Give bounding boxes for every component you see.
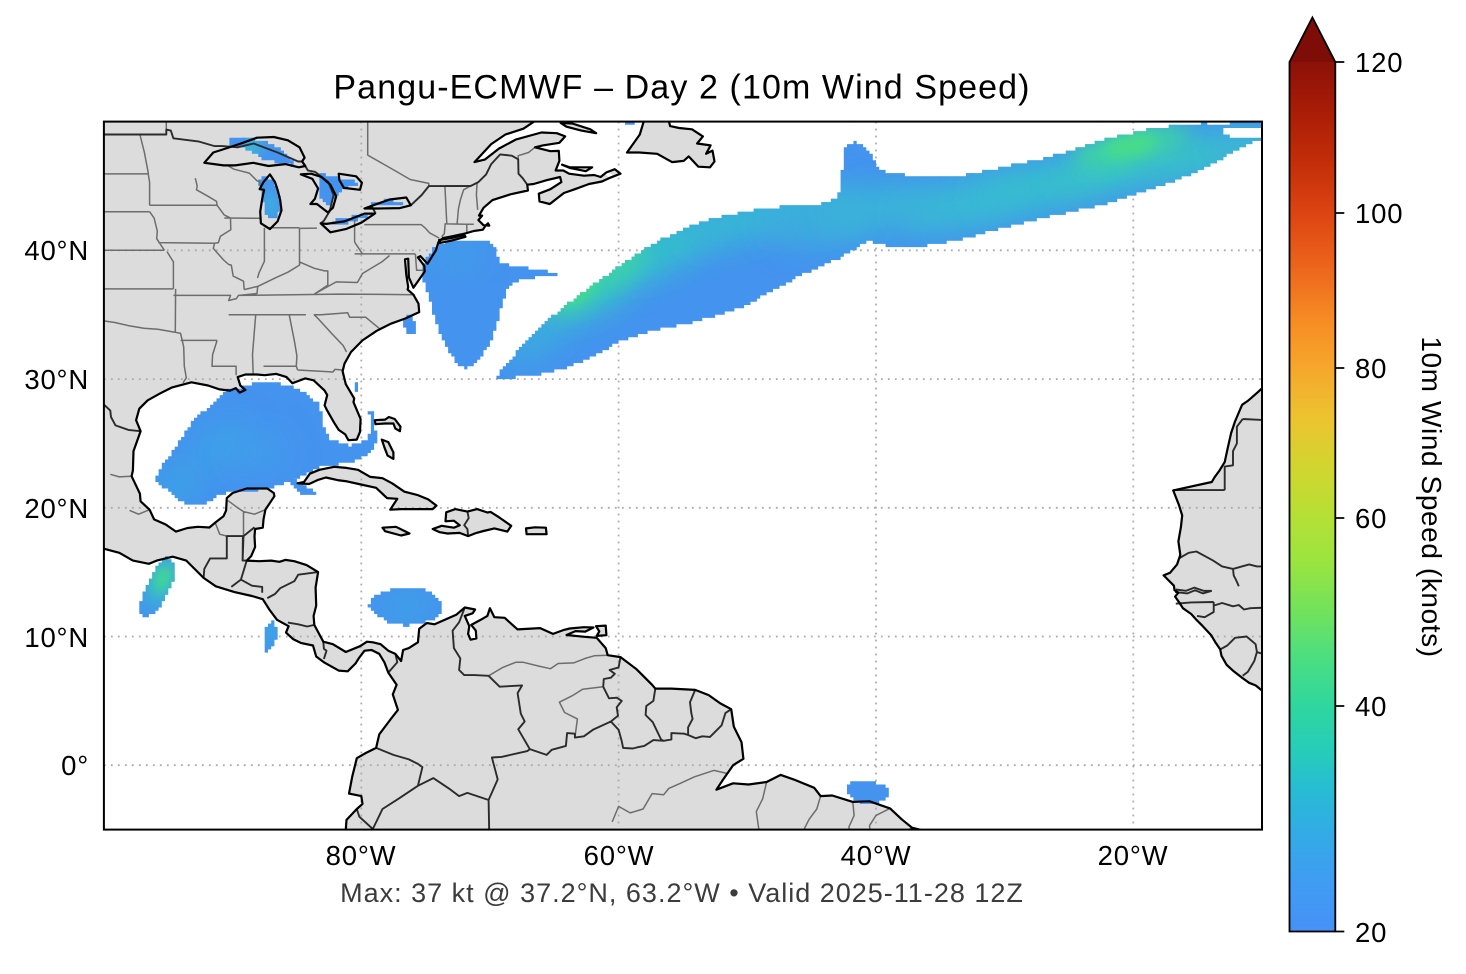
svg-text:20°W: 20°W bbox=[1098, 840, 1169, 871]
svg-text:60°W: 60°W bbox=[584, 840, 655, 871]
svg-text:20°N: 20°N bbox=[24, 493, 89, 524]
svg-text:100: 100 bbox=[1355, 198, 1403, 229]
svg-text:10°N: 10°N bbox=[24, 622, 89, 653]
svg-text:80°W: 80°W bbox=[326, 840, 397, 871]
svg-text:80: 80 bbox=[1355, 353, 1387, 384]
svg-text:Max: 37 kt @ 37.2°N, 63.2°W •: Max: 37 kt @ 37.2°N, 63.2°W • Valid 2025… bbox=[340, 878, 1024, 908]
svg-text:10m Wind Speed (knots): 10m Wind Speed (knots) bbox=[1416, 336, 1447, 657]
svg-text:120: 120 bbox=[1355, 47, 1403, 78]
svg-text:40: 40 bbox=[1355, 691, 1387, 722]
svg-text:Pangu-ECMWF – Day 2 (10m Wind: Pangu-ECMWF – Day 2 (10m Wind Speed) bbox=[333, 69, 1030, 107]
svg-text:30°N: 30°N bbox=[24, 364, 89, 395]
svg-text:20: 20 bbox=[1355, 917, 1387, 948]
svg-text:60: 60 bbox=[1355, 503, 1387, 534]
svg-text:40°W: 40°W bbox=[841, 840, 912, 871]
svg-text:0°: 0° bbox=[61, 750, 89, 781]
svg-text:40°N: 40°N bbox=[24, 235, 89, 266]
